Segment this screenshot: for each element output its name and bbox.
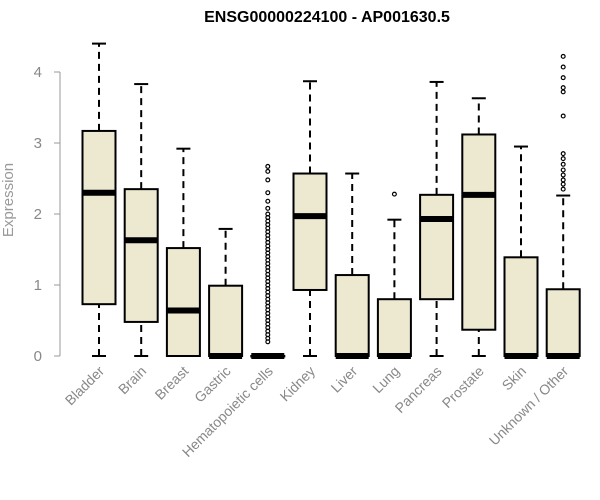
box [503, 256, 539, 357]
outlier-point [265, 205, 271, 211]
x-tick-label: Prostate [439, 363, 487, 411]
outlier-point [560, 85, 566, 91]
y-axis: 0 1 2 3 4 [34, 64, 61, 365]
box-group [250, 163, 286, 359]
box [545, 288, 581, 358]
box-group [81, 42, 117, 357]
outlier-point [560, 151, 566, 157]
outlier-point [560, 75, 566, 81]
box-group [208, 227, 244, 359]
plot-area [81, 42, 581, 359]
outlier-point [560, 64, 566, 70]
outlier-point [560, 53, 566, 59]
y-tick-label: 1 [34, 277, 42, 294]
box-group [461, 97, 497, 357]
box-group [376, 191, 412, 359]
x-tick-label: Brain [115, 363, 149, 397]
box [419, 193, 455, 301]
x-tick-label: Breast [152, 363, 192, 403]
x-tick-label: Kidney [277, 363, 319, 405]
y-tick-label: 2 [34, 206, 42, 223]
outlier-point [265, 198, 271, 204]
y-tick-label: 0 [34, 348, 42, 365]
x-tick-label: Unknown / Other [486, 363, 572, 449]
outlier-point [265, 163, 271, 169]
x-tick-label: Liver [328, 363, 361, 396]
outlier-point [265, 190, 271, 196]
outlier-point [265, 177, 271, 183]
box-group [165, 147, 201, 357]
box-group [334, 172, 370, 359]
outlier-point [265, 168, 271, 174]
box [208, 284, 244, 357]
box-group [503, 145, 539, 359]
outlier-point [560, 177, 566, 183]
outlier-point [560, 186, 566, 192]
x-tick-label: Pancreas [392, 363, 445, 416]
y-tick-label: 3 [34, 135, 42, 152]
y-axis-label: Expression [0, 163, 17, 237]
box [292, 172, 328, 291]
outlier-point [560, 113, 566, 119]
box-group [292, 80, 328, 357]
outlier-point [265, 211, 271, 217]
x-tick-label: Lung [369, 363, 402, 396]
box [123, 188, 159, 323]
outlier-point [560, 172, 566, 178]
box-group [419, 80, 455, 357]
box [334, 274, 370, 357]
box-group [545, 53, 581, 359]
box [81, 129, 117, 306]
box-group [123, 83, 159, 357]
outlier-point [560, 167, 566, 173]
box [376, 298, 412, 358]
chart-title: ENSG00000224100 - AP001630.5 [204, 9, 450, 26]
box [165, 247, 201, 357]
box [461, 133, 497, 331]
outlier-point [391, 191, 397, 197]
outlier-point [560, 181, 566, 187]
outlier-point [560, 156, 566, 162]
y-tick-label: 4 [34, 64, 42, 81]
outlier-point [560, 161, 566, 167]
x-tick-label: Bladder [62, 363, 108, 409]
outlier-point [560, 89, 566, 95]
x-tick-label: Skin [499, 363, 530, 394]
